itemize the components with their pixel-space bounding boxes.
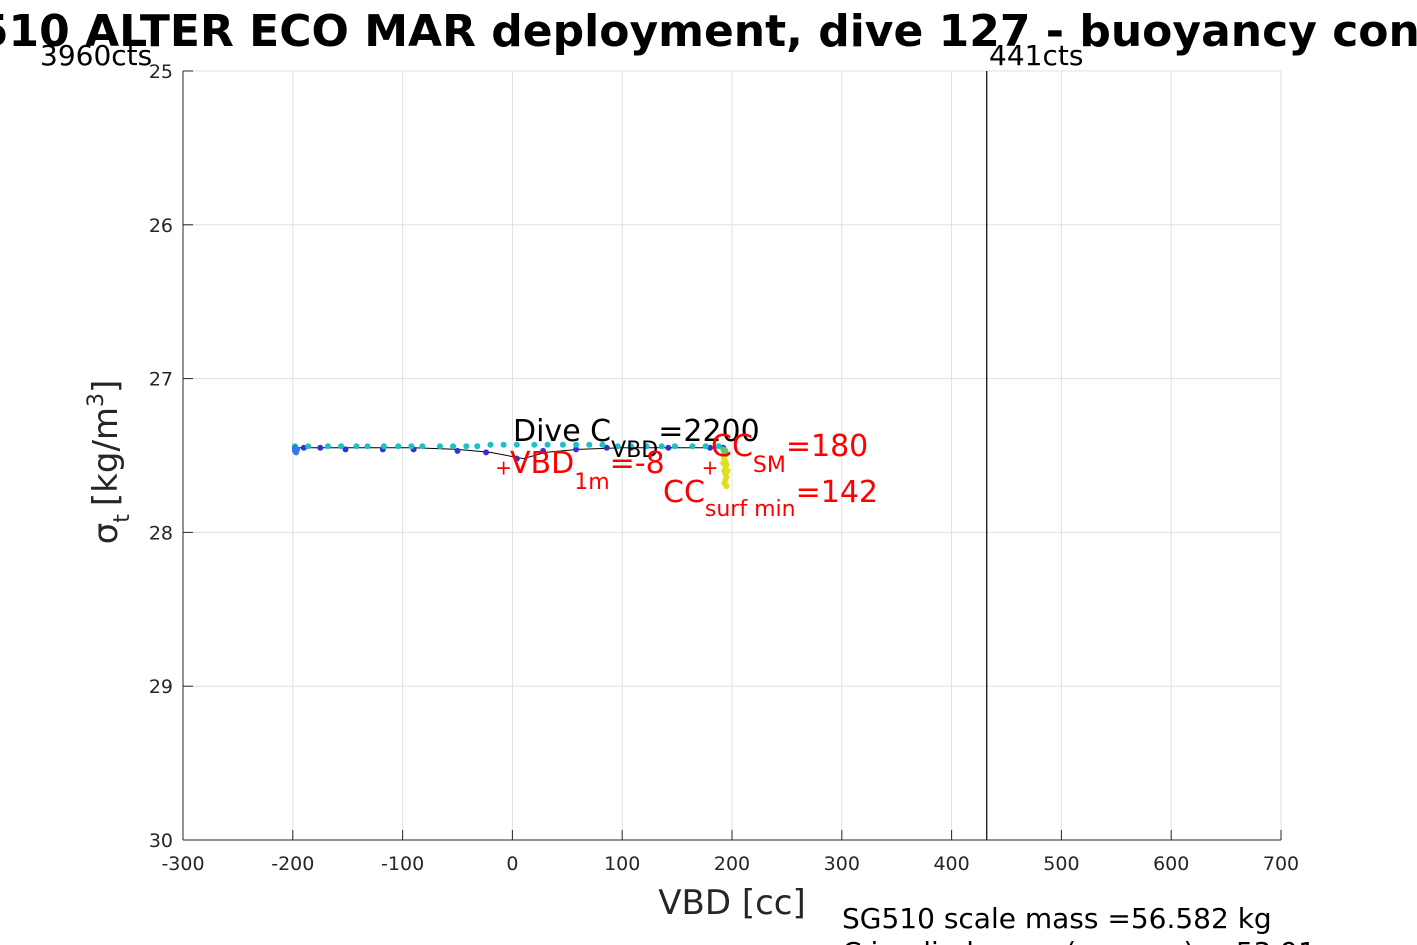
data-point: [658, 443, 665, 450]
data-point: [513, 441, 520, 448]
annotation-cc-surf-min-suffix: =142: [796, 475, 878, 510]
data-point: [474, 443, 481, 450]
left-count-label: 3960cts: [40, 39, 152, 72]
y-axis-label-main: σ: [86, 523, 126, 545]
data-point: [408, 443, 415, 450]
data-point: [353, 443, 360, 450]
right-count-label: 441cts: [989, 39, 1083, 72]
data-point: [500, 441, 507, 448]
x-tick-label: 0: [506, 853, 518, 875]
data-point: [513, 455, 520, 462]
annotation-dive-c-vbd-prefix: Dive C: [513, 414, 611, 449]
data-point: [559, 441, 566, 448]
x-tick-label: 300: [824, 853, 860, 875]
data-point: [724, 467, 731, 474]
y-axis-label-sub: t: [110, 514, 135, 523]
data-point: [364, 443, 371, 450]
trajectory-line: [294, 447, 724, 460]
annotation-cc-surf-min-prefix: CC: [663, 475, 705, 510]
x-tick-label: 500: [1043, 853, 1079, 875]
plot-marks: + +: [291, 71, 988, 840]
marker-plus: +: [702, 455, 719, 479]
annotation-cc-surf-min-sub: surf min: [705, 497, 796, 522]
annotation-cc-sm: CCSM=180: [711, 429, 868, 478]
annotation-vbd-1m-prefix: VBD: [510, 446, 574, 481]
data-point: [380, 443, 387, 450]
data-point: [342, 446, 349, 453]
data-point: [665, 444, 672, 451]
annotation-dive-c-vbd-suffix: =2200: [658, 414, 759, 449]
data-point: [419, 443, 426, 450]
annotation-cc-sm-sub: SM: [753, 453, 786, 478]
data-point: [599, 441, 606, 448]
data-point: [723, 483, 730, 490]
data-point: [436, 443, 443, 450]
data-point: [586, 441, 593, 448]
y-axis-label-sup: 3: [84, 393, 109, 407]
x-tick-label: 400: [933, 853, 969, 875]
x-axis-label: VBD [cc]: [658, 883, 806, 923]
y-axis-label-unit: [kg/m: [86, 407, 126, 506]
annotation-vbd-1m: VBD1m=-8: [510, 446, 665, 495]
x-tick-label: 200: [714, 853, 750, 875]
data-point: [324, 443, 331, 450]
data-point: [627, 443, 634, 450]
y-tick-label: 25: [149, 61, 173, 83]
data-point: [544, 441, 551, 448]
annotation-cc-surf-min: CCsurf min=142: [663, 475, 878, 522]
data-point: [723, 450, 730, 457]
data-point: [689, 443, 696, 450]
y-axis-label: σt [kg/m3]: [84, 380, 135, 545]
annotation-dive-c-vbd: Dive CVBD=2200: [513, 414, 760, 463]
data-point: [450, 443, 457, 450]
data-point: [294, 446, 301, 453]
grid-lines: [182, 70, 1282, 841]
data-point: [643, 443, 650, 450]
y-tick-label: 27: [149, 369, 173, 391]
data-point: [483, 449, 490, 456]
data-point: [305, 443, 312, 450]
data-point: [702, 443, 709, 450]
footer-scale-mass: SG510 scale mass =56.582 kg: [842, 902, 1272, 935]
annotation-vbd-1m-sub: 1m: [574, 470, 609, 495]
annotation-cc-sm-suffix: =180: [786, 429, 868, 464]
chart-title: SG510 ALTER ECO MAR deployment, dive 127…: [0, 6, 1417, 57]
data-point: [338, 443, 345, 450]
y-tick-label: 30: [149, 830, 173, 852]
data-point: [395, 443, 402, 450]
data-point: [487, 441, 494, 448]
x-tick-label: -200: [271, 853, 314, 875]
axis-ticks: -300 -200 -100 0 100 200 300 400 500 600 700 25 26 27…: [149, 61, 1299, 875]
annotation-dive-c-vbd-sub: VBD: [611, 438, 658, 463]
x-tick-label: 700: [1263, 853, 1299, 875]
data-point: [720, 460, 727, 467]
footer-implied-mass: C implied mass (sensors) = 53.91: [842, 936, 1316, 945]
data-point: [614, 443, 621, 450]
data-point: [540, 447, 547, 454]
data-point: [603, 444, 610, 451]
data-point: [573, 446, 580, 453]
x-tick-label: -100: [381, 853, 424, 875]
x-tick-label: 600: [1153, 853, 1189, 875]
annotation-vbd-1m-suffix: =-8: [610, 446, 665, 481]
y-axis-label-close: ]: [86, 380, 126, 393]
data-point: [531, 441, 538, 448]
y-tick-label: 28: [149, 522, 173, 544]
data-point: [715, 443, 722, 450]
x-tick-label: 100: [604, 853, 640, 875]
x-tick-label: -300: [161, 853, 204, 875]
annotation-cc-sm-prefix: CC: [711, 429, 753, 464]
data-point: [454, 447, 461, 454]
y-tick-label: 26: [149, 215, 173, 237]
marker-plus: +: [495, 455, 512, 479]
data-point: [463, 443, 470, 450]
data-point: [573, 441, 580, 448]
data-point: [671, 443, 678, 450]
y-tick-label: 29: [149, 676, 173, 698]
data-point: [317, 444, 324, 451]
